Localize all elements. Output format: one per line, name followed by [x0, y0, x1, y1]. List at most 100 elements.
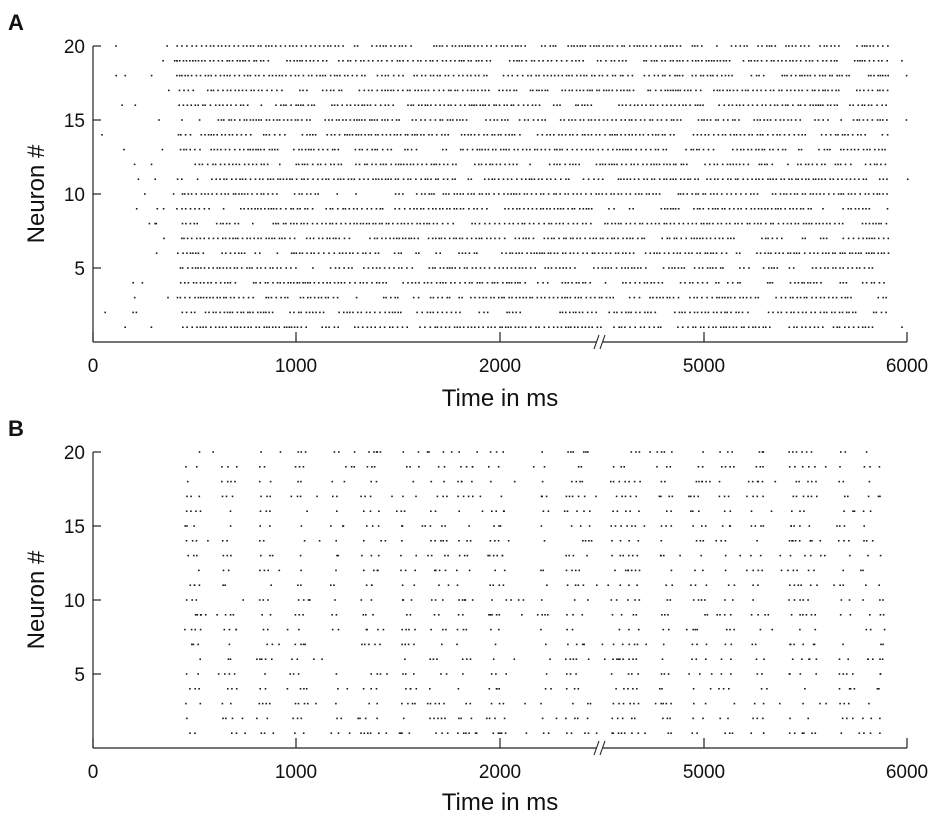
spike [629, 237, 631, 240]
spike [625, 163, 627, 166]
spike [407, 104, 409, 106]
spike [238, 296, 240, 299]
spike [557, 208, 559, 210]
spike [229, 282, 232, 284]
spike [793, 599, 796, 601]
spike [589, 45, 592, 47]
spike [396, 237, 398, 240]
spike [521, 614, 523, 616]
spike [547, 193, 550, 195]
spike [651, 178, 653, 180]
spike [885, 104, 887, 106]
spike [750, 510, 753, 512]
spike [654, 311, 657, 314]
spike [196, 178, 199, 180]
spike [738, 104, 741, 106]
spike [304, 282, 307, 284]
spike [499, 732, 501, 734]
spike [529, 296, 531, 299]
spike [289, 60, 292, 62]
spike [706, 252, 709, 254]
spike [197, 60, 200, 62]
spike [385, 282, 387, 284]
spike [430, 282, 433, 284]
spike [873, 60, 875, 62]
spike [697, 178, 699, 180]
spike [448, 326, 451, 328]
spike [494, 267, 496, 269]
spike [645, 148, 647, 151]
spike [727, 237, 729, 240]
spike [278, 119, 281, 121]
spike [690, 510, 692, 512]
spike [178, 74, 181, 77]
spike [795, 74, 797, 77]
spike [452, 163, 454, 166]
spike [601, 148, 604, 151]
spike [499, 525, 502, 527]
spike [288, 326, 291, 328]
spike [728, 60, 731, 62]
spike [844, 134, 846, 136]
spike [547, 237, 549, 240]
spike [757, 296, 760, 299]
spike [612, 732, 615, 734]
spike [548, 222, 550, 225]
spike [409, 163, 412, 166]
spike [401, 326, 404, 328]
spike [221, 495, 224, 498]
spike [299, 208, 301, 210]
spike [690, 495, 692, 498]
spike [822, 326, 824, 328]
spike [430, 599, 433, 601]
spike [574, 119, 577, 121]
spike [505, 148, 507, 151]
spike [715, 267, 717, 269]
spike [429, 688, 431, 690]
spike [879, 119, 881, 121]
spike [345, 252, 347, 254]
spike [435, 134, 438, 136]
spike [591, 326, 593, 328]
spike [306, 510, 308, 512]
spike [727, 296, 729, 299]
spike [820, 134, 823, 136]
spike [716, 296, 718, 299]
spike [378, 510, 380, 512]
spike [191, 45, 193, 47]
spike [644, 311, 646, 314]
spike [862, 148, 865, 151]
spike [488, 104, 490, 106]
spike [746, 178, 749, 180]
spike [315, 74, 318, 77]
spike [252, 222, 254, 225]
spike [371, 163, 373, 166]
spike [562, 222, 564, 225]
spike [732, 148, 734, 151]
spike [712, 252, 715, 254]
spike [512, 208, 514, 210]
spike [434, 104, 437, 106]
spike [825, 237, 828, 240]
spike [850, 148, 853, 151]
spike [658, 163, 661, 166]
spike [561, 134, 563, 136]
spike [325, 222, 327, 225]
spike [222, 569, 225, 572]
spike [209, 104, 212, 106]
spike [849, 688, 852, 690]
spike [789, 296, 792, 299]
spike [790, 74, 792, 77]
spike [762, 326, 765, 328]
spike [779, 193, 782, 195]
spike [355, 60, 357, 62]
spike [804, 163, 807, 166]
spike [513, 148, 516, 151]
spike [357, 104, 360, 106]
spike [731, 282, 734, 284]
spike [685, 237, 687, 240]
spike [517, 45, 519, 47]
spike [754, 326, 757, 328]
spike [844, 495, 846, 498]
spike [270, 584, 272, 586]
